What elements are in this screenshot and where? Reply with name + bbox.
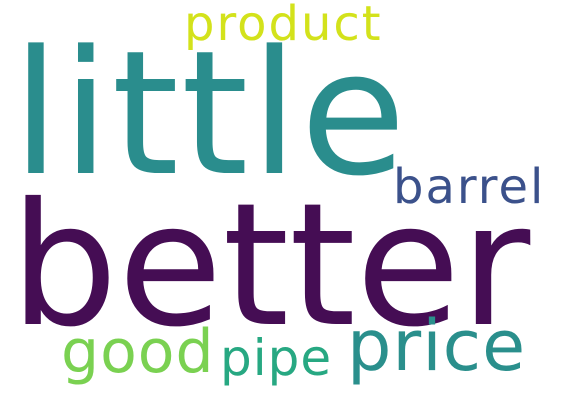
word-price: price [347, 305, 527, 387]
word-barrel: barrel [393, 159, 546, 215]
word-good: good [61, 317, 215, 387]
word-product: product [184, 0, 383, 52]
word-little: little [12, 13, 409, 214]
word-better: better [10, 167, 531, 365]
word-pipe: pipe [220, 329, 333, 387]
